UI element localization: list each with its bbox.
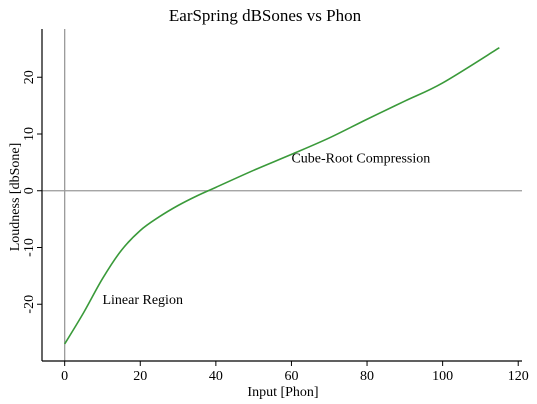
x-axis-label: Input [Phon] [247, 385, 318, 400]
y-axis-label: Loudness [dbSone] [8, 143, 23, 252]
y-tick-label: 20 [22, 70, 37, 84]
annotation-label: Cube-Root Compression [291, 151, 430, 166]
y-tick-label: 10 [22, 127, 37, 141]
x-tick-label: 80 [360, 369, 374, 384]
y-axis-ticks: -20 -10 0 10 20 [22, 70, 42, 314]
loudness-curve-line [63, 47, 500, 345]
x-tick-label: 0 [61, 369, 68, 384]
x-tick-label: 120 [508, 369, 529, 384]
x-tick-label: 60 [284, 369, 298, 384]
x-tick-label: 100 [432, 369, 453, 384]
y-tick-label: 0 [22, 187, 37, 194]
y-tick-label: -20 [22, 295, 37, 314]
annotation-label: Linear Region [102, 293, 182, 308]
y-tick-label: -10 [22, 238, 37, 257]
zero-reference-lines [42, 29, 522, 361]
chart-title: EarSpring dBSones vs Phon [169, 6, 362, 25]
x-axis-ticks: 0 20 40 60 80 100 120 [61, 361, 529, 384]
annotations: Linear Region Cube-Root Compression [102, 151, 430, 308]
x-tick-label: 20 [133, 369, 147, 384]
axes [41, 29, 522, 362]
x-tick-label: 40 [209, 369, 223, 384]
series-layer [63, 47, 500, 345]
